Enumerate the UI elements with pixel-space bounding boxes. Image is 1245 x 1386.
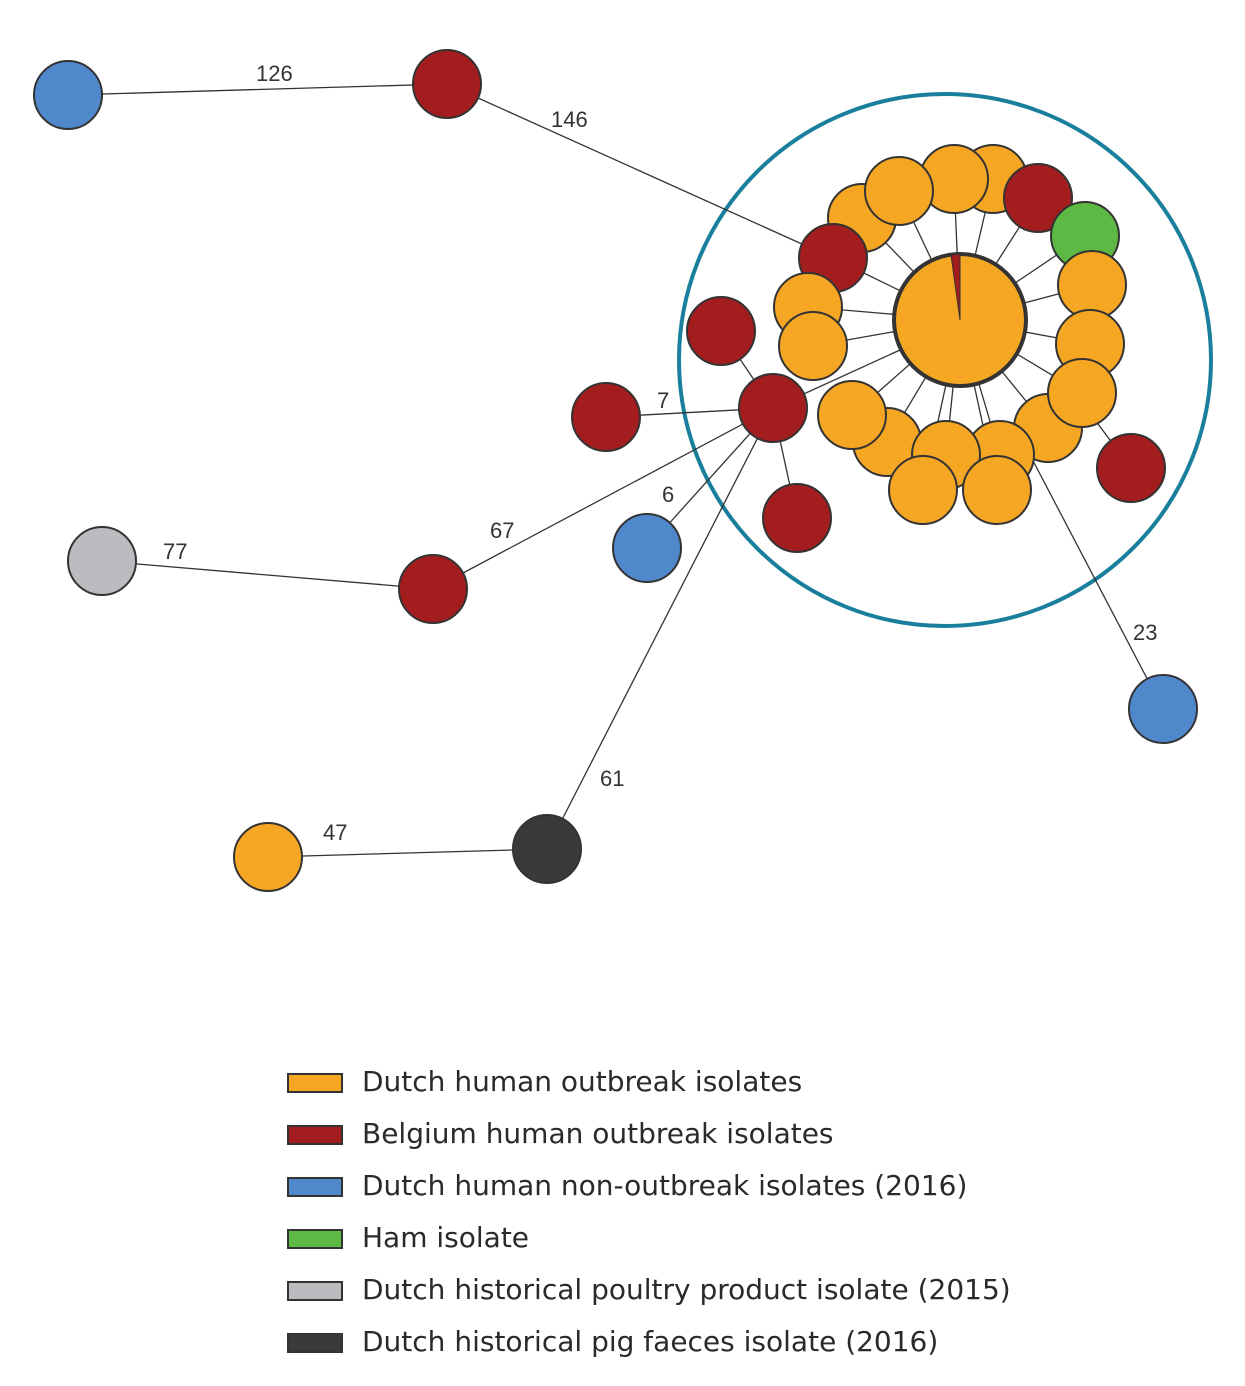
legend-swatch-pig — [287, 1333, 343, 1353]
cluster-nodes — [773, 144, 1127, 525]
legend-label-pig: Dutch historical pig faeces isolate (201… — [362, 1325, 939, 1358]
outbreak-cluster-ring — [677, 92, 1213, 628]
node-belgium-top[interactable] — [412, 49, 482, 119]
edge-labels: 126 146 7 6 67 77 61 47 23 — [163, 61, 1157, 845]
legend-swatch-dutch-non-outbreak — [287, 1177, 343, 1197]
legend-swatch-ham — [287, 1229, 343, 1249]
edge-61 — [546, 407, 774, 850]
edge-label-77: 77 — [163, 539, 187, 564]
edge-label-67: 67 — [490, 518, 514, 543]
legend-label-poultry: Dutch historical poultry product isolate… — [362, 1273, 1011, 1306]
edge-77 — [101, 560, 434, 590]
node-belgium-left[interactable] — [571, 382, 641, 452]
node-ring-orange-16[interactable] — [962, 455, 1032, 525]
node-belgium-right[interactable] — [1096, 433, 1166, 503]
legend-swatch-poultry — [287, 1281, 343, 1301]
legend-label-belgium-outbreak: Belgium human outbreak isolates — [362, 1117, 834, 1150]
edge-label-146: 146 — [551, 107, 588, 132]
node-ring-orange-10[interactable] — [1047, 358, 1117, 428]
edge-23 — [1029, 454, 1164, 710]
legend-label-ham: Ham isolate — [362, 1221, 530, 1254]
node-belgium-lower-left[interactable] — [398, 554, 468, 624]
legend-swatch-belgium-outbreak — [287, 1125, 343, 1145]
edge-label-47: 47 — [323, 820, 347, 845]
node-dutch-non-outbreak-top-left[interactable] — [33, 60, 103, 130]
edge-126 — [67, 83, 448, 96]
legend-label-dutch-outbreak: Dutch human outbreak isolates — [362, 1065, 803, 1098]
edge-label-126: 126 — [256, 61, 293, 86]
node-belgium-sub-2[interactable] — [762, 483, 832, 553]
node-pig[interactable] — [512, 814, 582, 884]
node-dutch-non-outbreak-mid[interactable] — [612, 513, 682, 583]
edge-label-7: 7 — [657, 388, 669, 413]
hub-node[interactable] — [892, 252, 1028, 388]
node-dutch-outbreak-bottom[interactable] — [233, 822, 303, 892]
legend-swatch-dutch-outbreak — [287, 1073, 343, 1093]
hub-belgium-outbreak-slice — [950, 253, 961, 321]
node-belgium-hub-link[interactable] — [738, 373, 808, 443]
edge-label-61: 61 — [600, 766, 624, 791]
edge-label-6: 6 — [662, 482, 674, 507]
edge-67 — [432, 407, 774, 590]
legend-label-dutch-non-outbreak: Dutch human non-outbreak isolates (2016) — [362, 1169, 968, 1202]
minimum-spanning-tree: 126 146 7 6 67 77 61 47 23 — [33, 49, 1213, 892]
node-ring-orange-15[interactable] — [888, 455, 958, 525]
node-poultry[interactable] — [67, 526, 137, 596]
edge-label-23: 23 — [1133, 620, 1157, 645]
node-ring-red-1[interactable] — [1003, 163, 1073, 233]
edge-146 — [446, 83, 834, 259]
node-ring-orange-5[interactable] — [1057, 250, 1127, 320]
outer-nodes — [33, 49, 1198, 892]
node-ring-orange-12[interactable] — [817, 380, 887, 450]
node-dutch-non-outbreak-right[interactable] — [1128, 674, 1198, 744]
edge-47 — [267, 848, 548, 858]
node-ring-orange-4[interactable] — [864, 156, 934, 226]
node-belgium-sub-1[interactable] — [686, 296, 756, 366]
node-ring-orange-8[interactable] — [778, 311, 848, 381]
